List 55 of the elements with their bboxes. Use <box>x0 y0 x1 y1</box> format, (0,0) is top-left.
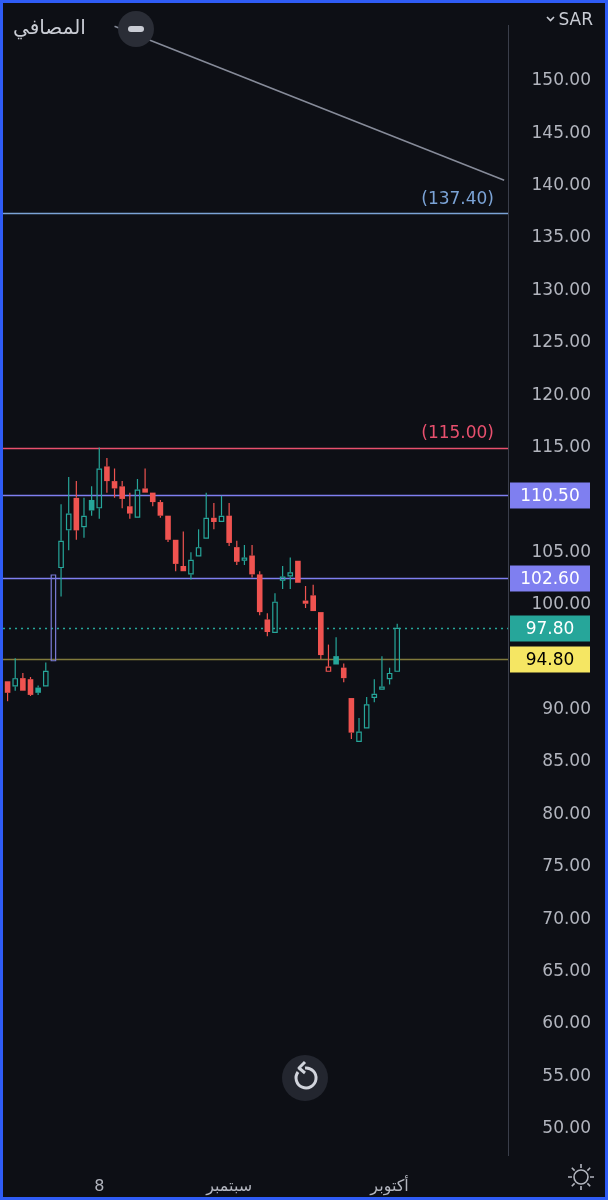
candlestick <box>371 678 378 703</box>
candlestick <box>142 467 148 493</box>
candlestick <box>42 661 49 687</box>
candlestick <box>279 565 286 590</box>
x-tick-label: 8 <box>94 1175 105 1195</box>
candlestick <box>58 503 64 597</box>
candlestick <box>226 502 232 547</box>
chart-title: المصافي <box>13 15 86 39</box>
ref-line-label: 102.60 <box>520 567 580 588</box>
candlestick <box>218 495 225 522</box>
y-tick-label: 105.00 <box>531 540 591 561</box>
y-tick-label: 140.00 <box>531 173 591 194</box>
candlestick <box>127 492 133 520</box>
candlestick <box>188 551 194 581</box>
candlestick <box>20 672 26 691</box>
y-tick-label: 85.00 <box>542 750 591 771</box>
y-tick-label: 65.00 <box>542 960 591 981</box>
x-tick-label: أكتوبر <box>369 1174 409 1196</box>
candlestick <box>340 662 347 683</box>
candlestick <box>165 515 171 543</box>
y-tick-label: 145.00 <box>531 121 591 142</box>
y-tick-label: 120.00 <box>531 383 591 404</box>
candlestick <box>379 655 385 690</box>
candlestick <box>12 657 19 692</box>
annotation: (137.40) <box>421 187 494 208</box>
candlestick <box>104 457 110 494</box>
y-tick-label: 80.00 <box>542 802 591 823</box>
candlestick <box>96 446 103 520</box>
y-tick-label: 55.00 <box>542 1064 591 1085</box>
y-tick-label: 125.00 <box>531 331 591 352</box>
candlestick <box>203 492 210 539</box>
candlestick <box>249 544 255 579</box>
x-tick-label: سبتمبر <box>205 1175 253 1196</box>
ref-line-label: 94.80 <box>525 648 575 669</box>
y-tick-label: 60.00 <box>542 1012 591 1033</box>
y-tick-label: 115.00 <box>531 435 591 456</box>
y-tick-label: 100.00 <box>531 593 591 614</box>
y-axis-title: SAR <box>558 9 593 29</box>
y-tick-label: 90.00 <box>542 698 591 718</box>
y-tick-label: 50.00 <box>542 1117 591 1138</box>
y-tick-label: 75.00 <box>542 855 591 876</box>
candlestick <box>333 636 339 665</box>
y-tick-label: 130.00 <box>531 278 591 299</box>
candlestick <box>356 717 362 743</box>
candlestick <box>81 497 87 539</box>
candlestick <box>35 684 41 696</box>
ref-line-label: 110.50 <box>520 484 580 505</box>
y-tick-label: 150.00 <box>531 69 591 90</box>
candlestick <box>287 557 294 590</box>
candlestick <box>211 502 217 530</box>
y-tick-label: 135.00 <box>531 226 591 247</box>
y-tick-label: 70.00 <box>542 907 591 928</box>
candlestick <box>65 476 72 551</box>
ref-line-label: 97.80 <box>525 617 575 638</box>
annotation: (115.00) <box>421 422 494 443</box>
